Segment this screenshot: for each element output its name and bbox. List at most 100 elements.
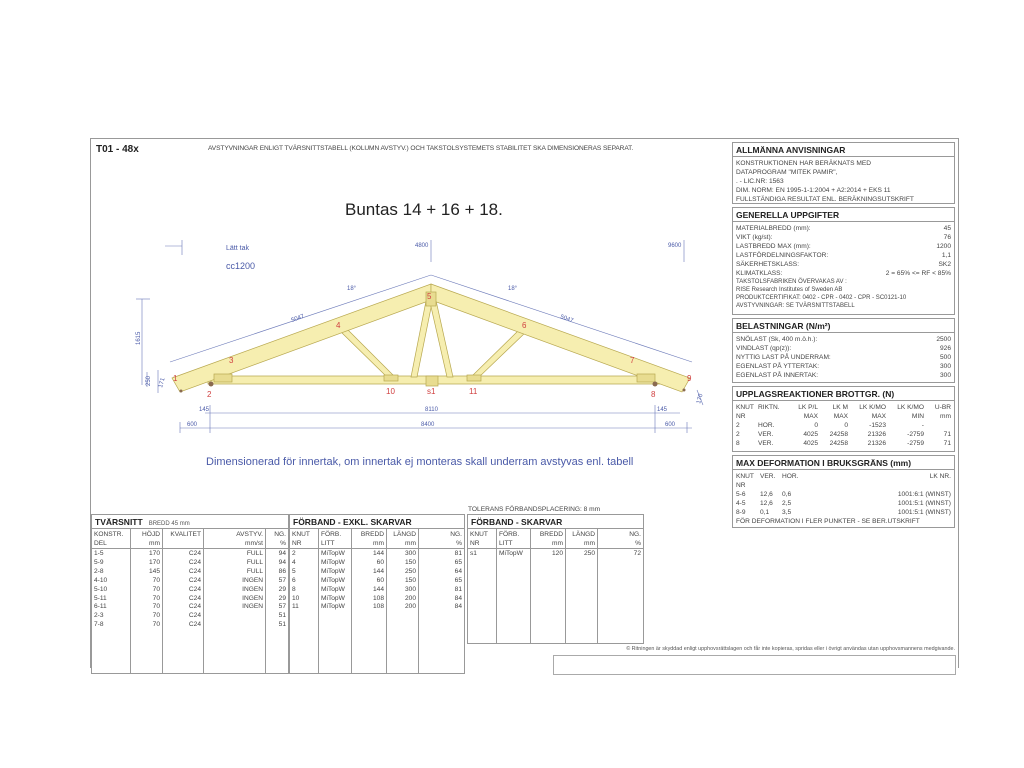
table-cell: 1-5 bbox=[94, 550, 104, 557]
table-cell: FULL bbox=[246, 550, 263, 557]
column-header: LK NR. bbox=[929, 473, 951, 480]
table-cell: 84 bbox=[454, 603, 462, 611]
panel-belastningar: BELASTNINGAR (N/m²) SNÖLAST (Sk, 400 m.ö… bbox=[732, 318, 955, 383]
panel-title: UPPLAGSREAKTIONER BROTTGR. (N) bbox=[733, 387, 954, 401]
table-column: NG.% 81 65 64 65 81 84 84 bbox=[419, 529, 464, 673]
column-header: NG.% bbox=[598, 529, 643, 549]
note-line: TAKSTOLSFABRIKEN ÖVERVAKAS AV : bbox=[736, 279, 847, 285]
stability-note: AVSTYVNINGAR ENLIGT TVÄRSNITTSTABELL (KO… bbox=[208, 145, 634, 152]
note-line: KONSTRUKTIONEN HAR BERÄKNATS MED bbox=[736, 160, 872, 167]
panel-body: KONSTRUKTIONEN HAR BERÄKNATS MED DATAPROG… bbox=[733, 157, 954, 206]
top-length-right: 5047 bbox=[559, 314, 574, 324]
column-header bbox=[760, 481, 782, 490]
node-point bbox=[682, 388, 686, 392]
span-inner: 8110 bbox=[425, 407, 439, 413]
truss-id: T01 - 48x bbox=[96, 144, 139, 155]
truss-members bbox=[171, 283, 691, 393]
column-header: U-BR bbox=[934, 404, 951, 411]
drawing-sheet bbox=[90, 138, 959, 668]
table-cell: 84 bbox=[454, 594, 462, 602]
title-text: TVÄRSNITT bbox=[95, 517, 143, 527]
subtitle: BREDD 45 mm bbox=[148, 521, 190, 527]
cell: 1001:6:1 (WINST) bbox=[897, 491, 951, 498]
column-cells: s1 bbox=[468, 549, 496, 559]
table-cell: 70 bbox=[152, 603, 160, 611]
table-cell: 11 bbox=[292, 603, 299, 611]
angle-right-label: 18° bbox=[508, 286, 518, 292]
table-cell: C24 bbox=[188, 585, 201, 593]
column-header: LK P/L bbox=[798, 404, 818, 411]
mark-end: 9600 bbox=[668, 243, 682, 249]
table-cell: 86 bbox=[278, 567, 286, 575]
kv-row: LASTBREDD MAX (mm): 1200 bbox=[736, 242, 951, 251]
table-cell: 108 bbox=[372, 594, 384, 602]
header-line-1: AVSTYV. bbox=[236, 531, 263, 538]
panel-body: KNUT VER. HOR. LK NR. NR 5-6 12,6 0,6 1001:6:1 (… bbox=[733, 470, 954, 528]
columns: KNUT NR s1 FÖRB. LITT MiTopW BREDD mm 120 LÄNGD mm… bbox=[468, 529, 643, 643]
cell: 4-5 bbox=[736, 500, 746, 507]
table-cell: 94 bbox=[278, 550, 286, 557]
table-cell: 170 bbox=[148, 558, 160, 566]
kv-value: 2500 bbox=[936, 336, 951, 343]
table-column: KVALITET C24 C24 C24 C24 C24 C24 C24 C24 C24 bbox=[163, 529, 204, 673]
table-cell: 250 bbox=[404, 567, 416, 575]
table-cell: 144 bbox=[372, 550, 384, 557]
table-cell: 145 bbox=[148, 567, 160, 575]
header-line-2: % bbox=[280, 540, 286, 547]
table-column: LÄNGD mm 300 150 250 150 300 200 200 bbox=[387, 529, 419, 673]
dim-line bbox=[169, 274, 432, 363]
table-cell: 60 bbox=[376, 576, 384, 584]
panel-title: GENERELLA UPPGIFTER bbox=[733, 208, 954, 222]
dim-line bbox=[430, 274, 693, 363]
header-line-2: mm bbox=[149, 540, 160, 547]
note-line: DATAPROGRAM "MITEK PAMIR", bbox=[736, 169, 838, 176]
note-line: AVSTYVNINGAR: SE TVÄRSNITTSTABELL bbox=[736, 303, 855, 309]
table-cell: C24 bbox=[188, 576, 201, 584]
node-label-4: 4 bbox=[336, 321, 341, 330]
table-cell: C24 bbox=[188, 621, 201, 629]
table-cell: 108 bbox=[372, 603, 384, 611]
kv-row: NYTTIG LAST PÅ UNDERRAM: 500 bbox=[736, 353, 951, 362]
header-line-2: mm bbox=[552, 540, 563, 547]
column-cells: 300 150 250 150 300 200 200 bbox=[387, 549, 418, 612]
cell: 2 bbox=[736, 431, 740, 438]
title-text: FÖRBAND - SKARVAR bbox=[471, 517, 563, 527]
header-line-1: HÖJD bbox=[142, 531, 160, 538]
table-cell: 5 bbox=[292, 567, 296, 575]
table-cell: 29 bbox=[278, 594, 286, 602]
column-header: LÄNGD mm bbox=[566, 529, 597, 549]
column-header: NG.% bbox=[266, 529, 288, 549]
table-cell: 65 bbox=[454, 558, 462, 566]
cell: 71 bbox=[943, 431, 951, 438]
header-line-1: BREDD bbox=[539, 531, 563, 538]
table-cell: 2-3 bbox=[94, 612, 104, 620]
cell bbox=[924, 421, 951, 430]
table-column: NG.% 94 94 86 57 29 29 57 51 51 bbox=[266, 529, 288, 673]
note-line: RISE Research Institutes of Sweden AB bbox=[736, 287, 843, 293]
inset-left: 145 bbox=[199, 407, 210, 413]
table-cell: C24 bbox=[188, 612, 201, 620]
copyright-note: © Ritningen är skyddad enligt upphovsrät… bbox=[626, 646, 955, 652]
header-line-1: KNUT bbox=[470, 531, 488, 538]
cell: 21326 bbox=[867, 431, 886, 438]
cell: 0,6 bbox=[782, 491, 792, 498]
table-cell: 144 bbox=[372, 567, 384, 575]
column-cells: 72 bbox=[598, 549, 643, 559]
support-2 bbox=[208, 381, 214, 387]
table-cell: 5-11 bbox=[94, 594, 107, 602]
table-cell: 81 bbox=[454, 550, 462, 557]
tvarsnitt-table: TVÄRSNITT BREDD 45 mm KONSTR. DEL 1-5 5-9 2-8 4… bbox=[91, 514, 289, 674]
bottom-chord bbox=[207, 375, 681, 385]
title-text: FÖRBAND - EXKL. SKARVAR bbox=[293, 517, 412, 527]
table-cell: INGEN bbox=[242, 585, 263, 593]
table-cell: MiTopW bbox=[321, 576, 345, 584]
cell: 2 bbox=[736, 422, 740, 429]
table-column: KONSTR. DEL 1-5 5-9 2-8 4-10 5-10 5-11 6-11 2-3 7-… bbox=[92, 529, 131, 673]
header-line-1: NG. bbox=[274, 531, 286, 538]
column-header: NR bbox=[736, 482, 746, 489]
table-cell: 6-11 bbox=[94, 603, 107, 611]
note-line: . - LIC.NR: 1563 bbox=[736, 178, 784, 185]
table-cell: 120 bbox=[551, 550, 563, 557]
cell: 12,6 bbox=[760, 491, 773, 498]
support-8 bbox=[652, 381, 658, 387]
